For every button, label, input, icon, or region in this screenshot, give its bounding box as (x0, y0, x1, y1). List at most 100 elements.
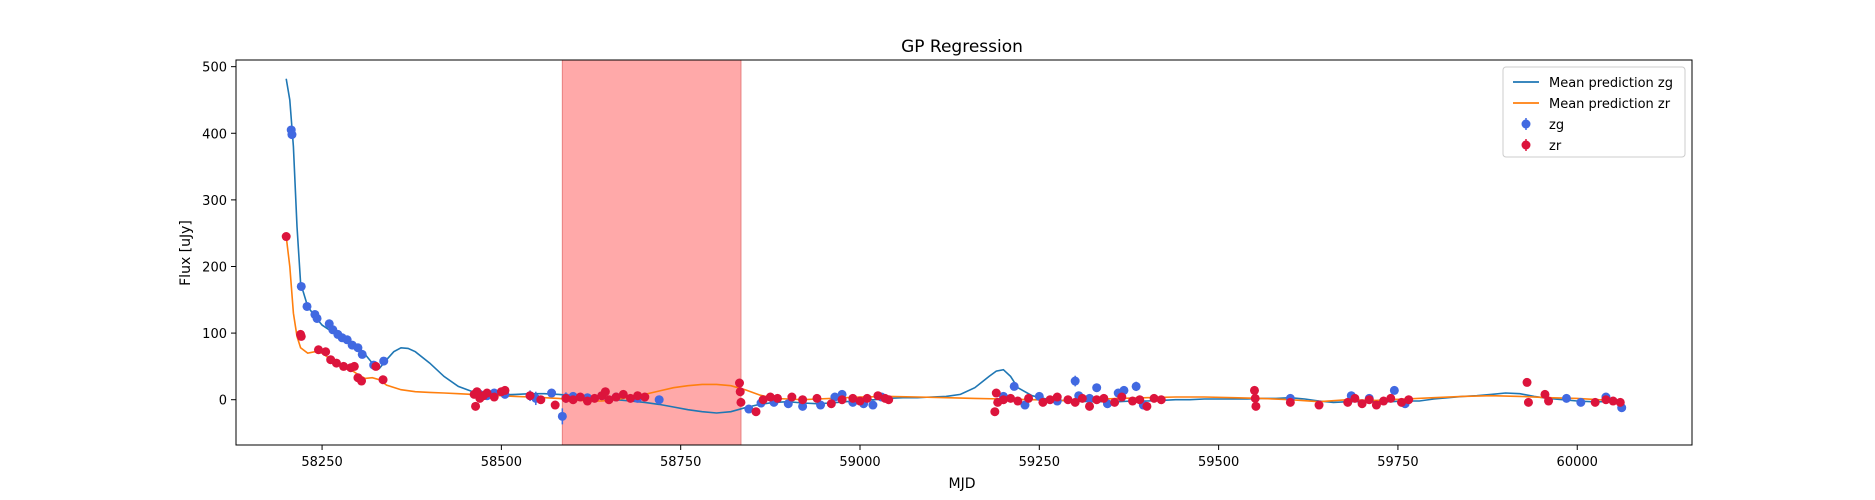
data-point-zr (1365, 395, 1374, 404)
x-tick-label: 58500 (481, 455, 522, 470)
data-point-zg (1071, 376, 1080, 387)
marker (1523, 378, 1532, 387)
marker (1251, 394, 1260, 403)
marker (752, 407, 761, 416)
marker (313, 314, 322, 323)
marker (1142, 402, 1151, 411)
data-point-zr (1085, 402, 1094, 411)
data-point-zg (655, 395, 664, 404)
data-point-zr (787, 393, 796, 402)
data-point-zr (297, 332, 306, 341)
data-point-zr (1523, 378, 1532, 387)
data-point-zg (297, 282, 306, 291)
marker (798, 395, 807, 404)
marker (773, 394, 782, 403)
data-point-zr (490, 393, 499, 402)
marker (1010, 382, 1019, 391)
chart-title: GP Regression (901, 37, 1023, 57)
x-tick-label: 59000 (839, 455, 880, 470)
data-point-zr (601, 387, 610, 396)
data-point-zr (884, 395, 893, 404)
data-point-zr (1350, 394, 1359, 403)
x-axis-label: MJD (949, 476, 976, 492)
marker (1117, 393, 1126, 402)
marker (287, 130, 296, 139)
marker (1071, 377, 1080, 386)
marker (1251, 402, 1260, 411)
data-point-zr (798, 395, 807, 404)
x-tick-label: 58750 (660, 455, 701, 470)
data-point-zr (827, 399, 836, 408)
data-point-zr (1053, 393, 1062, 402)
data-point-zg (287, 130, 296, 139)
series-line-zg (286, 79, 1620, 413)
data-point-zr (551, 401, 560, 410)
y-axis-label: Flux [uJy] (178, 220, 194, 286)
data-point-zr (1616, 398, 1625, 407)
data-point-zr (321, 347, 330, 356)
legend-label: Mean prediction zr (1549, 97, 1671, 112)
series-line-zr (286, 237, 1620, 402)
data-point-zr (735, 379, 744, 388)
data-point-zg (379, 357, 388, 366)
data-point-zr (1251, 394, 1260, 403)
x-tick-label: 59750 (1377, 455, 1418, 470)
data-point-zr (1315, 401, 1324, 410)
data-point-zr (371, 362, 380, 371)
data-point-zr (1157, 395, 1166, 404)
marker (601, 387, 610, 396)
marker (1132, 382, 1141, 391)
x-tick-label: 59250 (1019, 455, 1060, 470)
data-point-zr (863, 394, 872, 403)
marker (1099, 394, 1108, 403)
data-point-zr (1386, 394, 1395, 403)
marker (992, 389, 1001, 398)
marker (884, 395, 893, 404)
data-point-zr (1524, 398, 1533, 407)
marker (1544, 397, 1553, 406)
marker (1078, 394, 1087, 403)
data-point-zr (1078, 394, 1087, 403)
data-point-zr (1404, 395, 1413, 404)
data-point-zr (357, 377, 366, 386)
data-point-zr (752, 407, 761, 416)
x-tick-label: 60000 (1557, 455, 1598, 470)
data-point-zr (1142, 402, 1151, 411)
marker (490, 393, 499, 402)
data-point-zr (990, 407, 999, 416)
marker (787, 393, 796, 402)
marker (547, 389, 556, 398)
data-point-zg (1390, 386, 1399, 395)
marker (526, 391, 535, 400)
data-point-zr (379, 375, 388, 384)
y-tick-label: 200 (202, 260, 227, 275)
data-point-zr (350, 362, 359, 371)
data-point-zg (1010, 382, 1019, 391)
marker (321, 347, 330, 356)
marker (1157, 395, 1166, 404)
data-point-zr (773, 394, 782, 403)
data-point-zr (1099, 394, 1108, 403)
marker (863, 394, 872, 403)
y-tick-label: 400 (202, 127, 227, 142)
marker (297, 332, 306, 341)
marker (838, 395, 847, 404)
legend-label: Mean prediction zg (1549, 76, 1673, 91)
plot-area (282, 60, 1627, 445)
marker (1524, 398, 1533, 407)
marker (303, 302, 312, 311)
data-point-zg (303, 302, 312, 311)
data-point-zr (471, 402, 480, 411)
marker (1350, 394, 1359, 403)
legend-marker-swatch (1522, 141, 1531, 150)
data-point-zr (500, 386, 509, 395)
data-point-zr (1110, 398, 1119, 407)
marker (551, 401, 560, 410)
data-point-zg (1562, 394, 1571, 403)
marker (297, 282, 306, 291)
data-point-zg (358, 350, 367, 359)
marker (735, 379, 744, 388)
data-point-zr (1286, 398, 1295, 407)
marker (350, 362, 359, 371)
data-point-zr (812, 394, 821, 403)
